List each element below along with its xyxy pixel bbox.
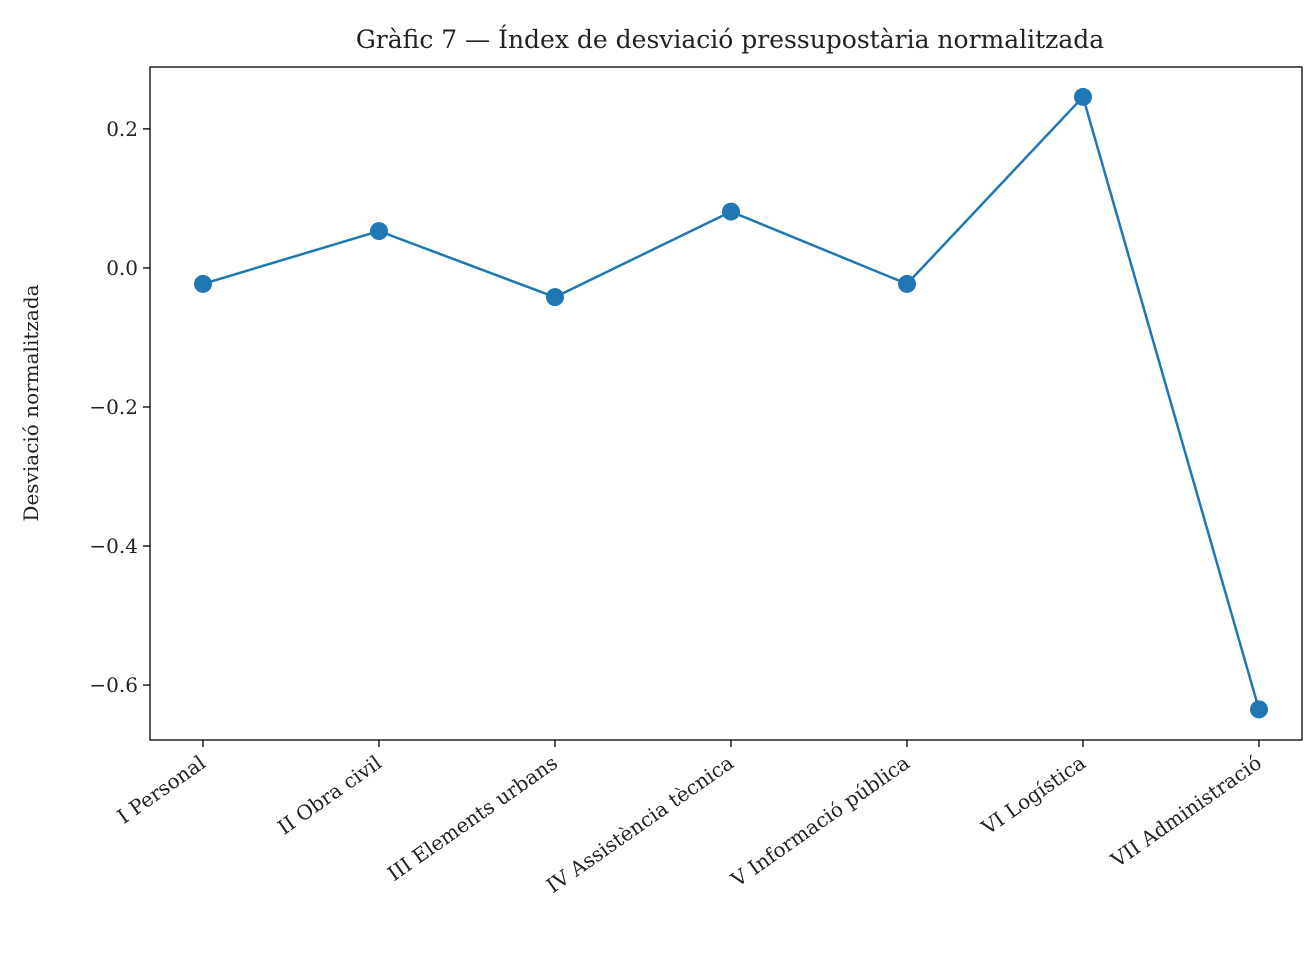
- chart-title: Gràfic 7 — Índex de desviació pressupost…: [356, 25, 1104, 54]
- x-tick-label: VI Logística: [976, 750, 1090, 840]
- data-point: [1074, 87, 1092, 106]
- series-line: [202, 94, 1261, 710]
- plot-frame: [149, 66, 1303, 741]
- x-tick-label: I Personal: [113, 750, 210, 828]
- data-point: [898, 274, 916, 293]
- data-point: [1250, 700, 1268, 719]
- y-axis-label: Desviació normalitzada: [19, 284, 43, 521]
- x-tick-label: II Obra civil: [273, 750, 386, 839]
- x-tick-label: III Elements urbans: [383, 750, 562, 885]
- y-tick-label: 0.2: [106, 117, 138, 141]
- data-point: [370, 222, 388, 241]
- y-tick-label: −0.2: [89, 395, 138, 419]
- data-point: [546, 288, 564, 307]
- data-point: [194, 274, 212, 293]
- y-tick-label: 0.0: [106, 256, 138, 280]
- x-tick-label: V Informació pública: [726, 750, 914, 892]
- x-tick-label: IV Assistència tècnica: [542, 750, 738, 897]
- y-tick-label: −0.4: [89, 534, 138, 558]
- x-tick-label: VII Administració: [1106, 750, 1266, 872]
- y-tick-label: −0.6: [89, 673, 138, 697]
- data-point: [722, 202, 740, 221]
